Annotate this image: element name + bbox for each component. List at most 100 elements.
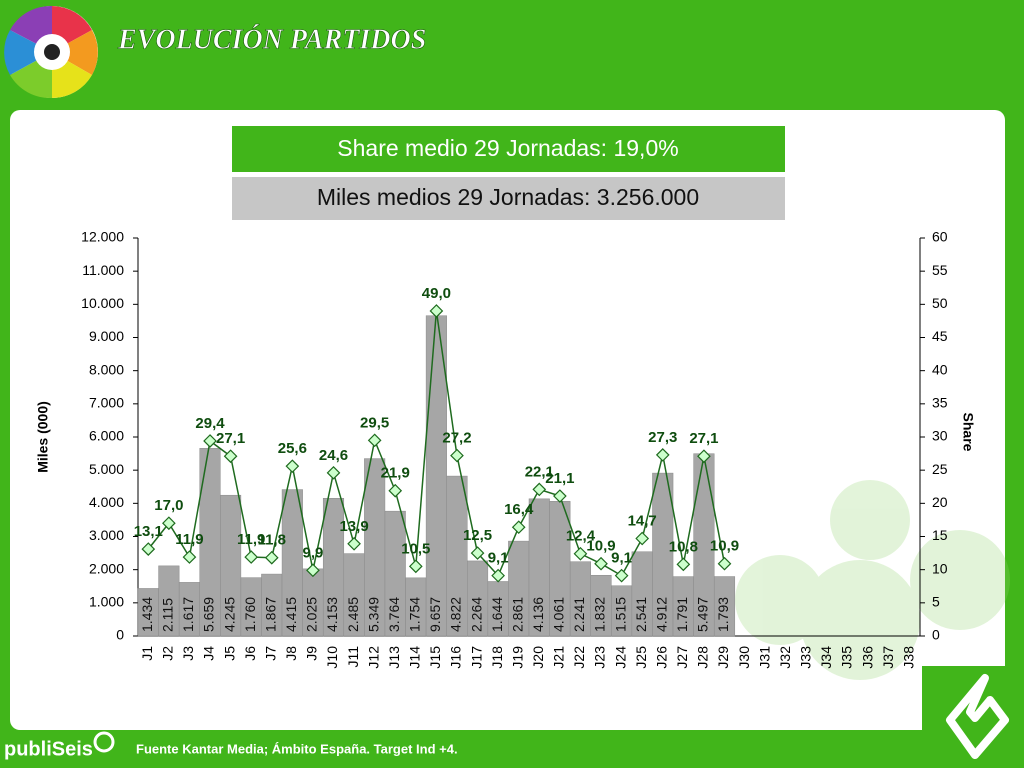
- x-tick-label: J25: [633, 646, 649, 669]
- x-tick-label: J23: [592, 646, 608, 669]
- share-value-label: 10,9: [586, 538, 615, 555]
- bar-value-label: 4.153: [324, 597, 340, 632]
- share-marker: [676, 557, 691, 572]
- x-tick-label: J2: [160, 646, 176, 661]
- share-marker: [614, 568, 629, 583]
- y-tick-label: 2.000: [89, 560, 124, 576]
- x-tick-label: J21: [551, 646, 567, 669]
- miles-box: [232, 177, 785, 220]
- bar-value-label: 1.760: [242, 597, 258, 632]
- x-tick-label: J19: [509, 646, 525, 669]
- share-marker: [182, 550, 197, 564]
- share-marker: [470, 546, 485, 560]
- x-tick-label: J26: [653, 646, 669, 669]
- y2-tick-label: 5: [932, 594, 940, 610]
- x-tick-label: J20: [530, 646, 546, 669]
- source-note: Fuente Kantar Media; Ámbito España. Targ…: [136, 741, 458, 756]
- share-value-label: 11,9: [237, 531, 265, 548]
- y-tick-label: 10.000: [81, 295, 124, 311]
- y-tick-label: 6.000: [89, 428, 124, 444]
- x-tick-label: J32: [777, 646, 793, 669]
- bar-value-label: 1.434: [139, 597, 155, 632]
- share-marker: [141, 542, 156, 556]
- x-tick-label: J38: [900, 646, 916, 669]
- y2-tick-label: 10: [932, 560, 948, 576]
- bar: [281, 489, 303, 637]
- x-tick-label: J37: [880, 646, 896, 669]
- bar: [652, 472, 674, 637]
- share-marker: [347, 536, 361, 551]
- y2-tick-label: 45: [932, 328, 948, 344]
- share-value-label: 27,1: [689, 430, 718, 447]
- x-tick-label: J30: [736, 646, 752, 669]
- x-tick-label: J4: [201, 646, 217, 661]
- bar-value-label: 2.264: [468, 597, 484, 632]
- x-tick-label: J17: [468, 646, 484, 669]
- share-value-label: 22,1: [525, 463, 554, 480]
- bar-value-label: 2.241: [571, 597, 587, 632]
- share-value-label: 9,9: [302, 544, 323, 561]
- y2-tick-label: 20: [932, 494, 948, 510]
- share-marker: [388, 483, 403, 498]
- x-tick-label: J18: [489, 646, 505, 669]
- x-tick-label: J34: [818, 646, 834, 669]
- x-tick-label: J16: [448, 646, 464, 669]
- brand-icon: [93, 731, 115, 753]
- share-value-label: 21,1: [545, 470, 574, 487]
- share-marker: [306, 563, 320, 578]
- share-value-label: 27,2: [442, 430, 471, 447]
- y2-tick-label: 15: [932, 527, 948, 543]
- bar-value-label: 1.793: [715, 597, 731, 632]
- share-value-label: 29,4: [195, 415, 225, 432]
- share-marker: [264, 550, 279, 565]
- bar: [220, 494, 242, 637]
- share-value-label: 12,5: [463, 527, 492, 544]
- x-tick-label: J33: [798, 646, 814, 669]
- x-tick-label: J13: [386, 646, 402, 669]
- share-value-label: 10,5: [401, 540, 430, 557]
- y2-axis-title: Share: [960, 413, 976, 452]
- y2-tick-label: 35: [932, 395, 948, 411]
- share-value-label: 27,3: [648, 429, 677, 446]
- bar: [446, 475, 468, 637]
- x-tick-label: J9: [304, 646, 320, 661]
- share-value-label: 49,0: [422, 285, 451, 302]
- share-summary: Share medio 29 Jornadas: 19,0%: [337, 135, 678, 161]
- y-tick-label: 0: [116, 627, 124, 643]
- share-marker: [553, 489, 567, 503]
- bar-value-label: 9.657: [427, 597, 443, 632]
- x-tick-label: J24: [612, 646, 628, 669]
- decor-balls: [735, 480, 1010, 680]
- bar-value-label: 1.644: [489, 597, 505, 632]
- share-marker: [203, 434, 217, 448]
- share-value-label: 11,8: [258, 532, 286, 549]
- share-value-label: 9,1: [488, 550, 509, 567]
- share-value-label: 16,4: [504, 501, 534, 518]
- share-marker: [697, 449, 711, 464]
- share-value-label: 10,8: [669, 538, 698, 555]
- bar-value-label: 2.485: [345, 597, 361, 632]
- bar-value-label: 1.832: [592, 597, 608, 632]
- y-tick-label: 11.000: [82, 262, 124, 278]
- bar-value-label: 5.659: [201, 597, 217, 632]
- x-tick-label: J1: [139, 646, 155, 661]
- share-marker: [408, 559, 423, 574]
- x-tick-label: J14: [407, 646, 423, 669]
- x-tick-label: J3: [180, 646, 196, 661]
- share-marker: [717, 556, 732, 571]
- x-tick-label: J8: [283, 646, 299, 661]
- bar-value-label: 2.115: [160, 598, 176, 632]
- bar-value-label: 1.515: [612, 597, 628, 632]
- share-value-label: 13,1: [134, 523, 163, 540]
- share-marker: [491, 568, 505, 583]
- share-value-label: 25,6: [278, 440, 307, 457]
- share-value-label: 11,9: [175, 531, 203, 548]
- league-logo: [4, 5, 98, 99]
- y2-tick-label: 60: [932, 229, 948, 245]
- x-tick-label: J36: [859, 646, 875, 669]
- share-value-label: 17,0: [154, 497, 183, 514]
- x-tick-label: J6: [242, 646, 258, 661]
- share-value-label: 13,9: [339, 518, 368, 535]
- bar-value-label: 2.025: [304, 597, 320, 632]
